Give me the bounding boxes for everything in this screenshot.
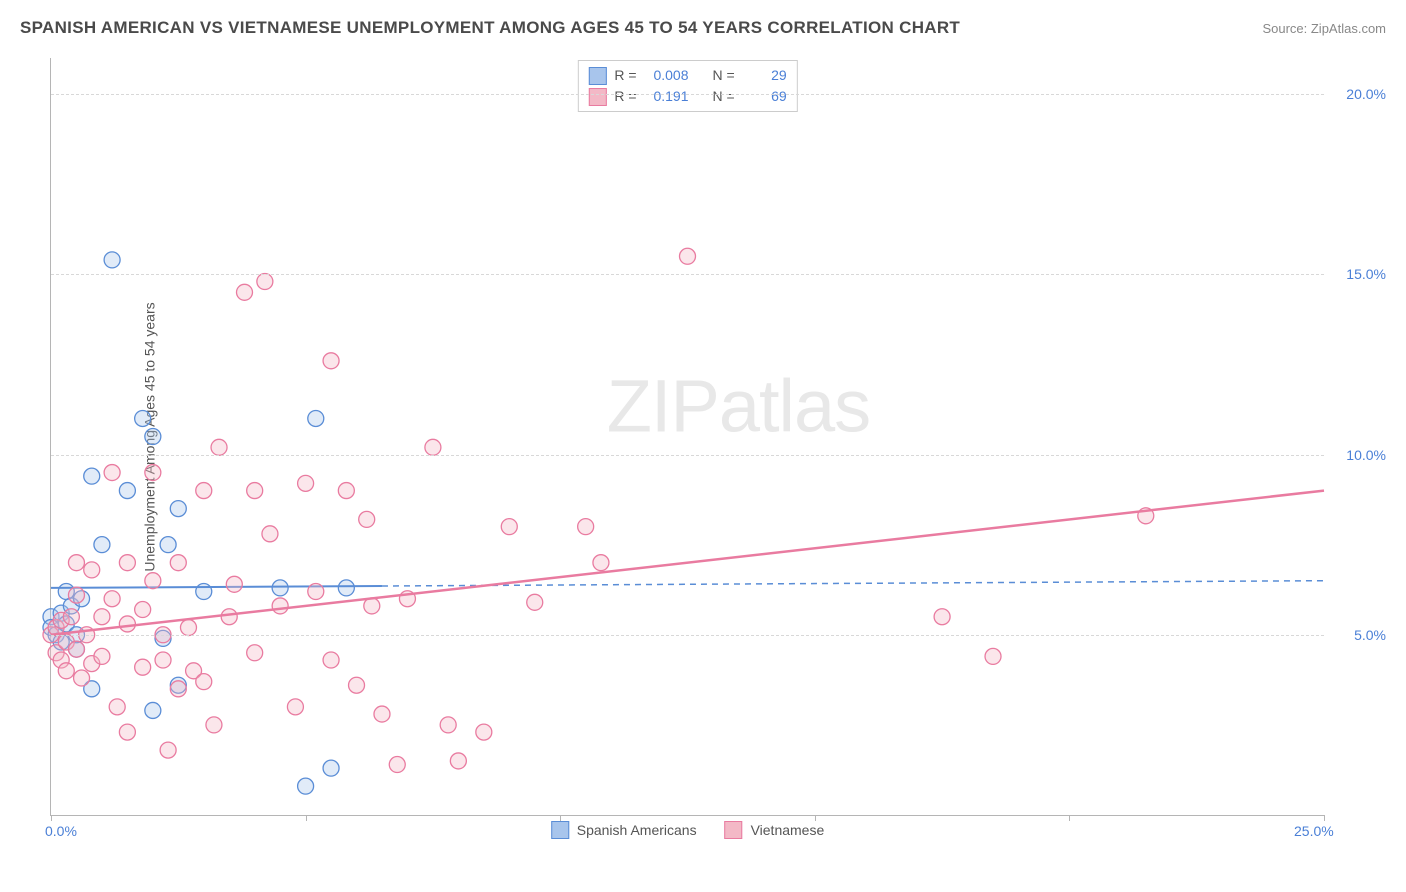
x-tick-label: 25.0% xyxy=(1294,823,1334,839)
swatch-spanish xyxy=(588,67,606,85)
legend-swatch-spanish xyxy=(551,821,569,839)
chart-title: SPANISH AMERICAN VS VIETNAMESE UNEMPLOYM… xyxy=(20,18,960,38)
x-tick xyxy=(51,815,52,821)
r-value-vietnamese: 0.191 xyxy=(645,86,689,107)
source-attribution: Source: ZipAtlas.com xyxy=(1262,21,1386,36)
y-tick-label: 10.0% xyxy=(1346,447,1386,463)
legend-item-spanish: Spanish Americans xyxy=(551,821,697,839)
x-tick xyxy=(815,815,816,821)
stats-row-vietnamese: R = 0.191 N = 69 xyxy=(588,86,786,107)
gridline xyxy=(51,635,1324,636)
x-tick xyxy=(1069,815,1070,821)
n-value-vietnamese: 69 xyxy=(743,86,787,107)
swatch-vietnamese xyxy=(588,88,606,106)
y-tick-label: 15.0% xyxy=(1346,266,1386,282)
stats-legend: R = 0.008 N = 29 R = 0.191 N = 69 xyxy=(577,60,797,112)
chart-container: ZIPatlas Unemployment Among Ages 45 to 5… xyxy=(50,58,1394,844)
n-label: N = xyxy=(713,65,735,86)
x-tick xyxy=(1324,815,1325,821)
legend-item-vietnamese: Vietnamese xyxy=(725,821,825,839)
x-tick-label: 0.0% xyxy=(45,823,77,839)
plot-area: ZIPatlas Unemployment Among Ages 45 to 5… xyxy=(50,58,1324,816)
legend-label-vietnamese: Vietnamese xyxy=(751,822,825,838)
x-tick xyxy=(306,815,307,821)
y-tick-label: 20.0% xyxy=(1346,86,1386,102)
n-label: N = xyxy=(713,86,735,107)
stats-row-spanish: R = 0.008 N = 29 xyxy=(588,65,786,86)
n-value-spanish: 29 xyxy=(743,65,787,86)
gridline xyxy=(51,455,1324,456)
chart-svg xyxy=(51,58,1324,815)
legend-label-spanish: Spanish Americans xyxy=(577,822,697,838)
r-value-spanish: 0.008 xyxy=(645,65,689,86)
gridline xyxy=(51,274,1324,275)
x-tick xyxy=(560,815,561,821)
r-label: R = xyxy=(614,65,636,86)
r-label: R = xyxy=(614,86,636,107)
legend-swatch-vietnamese xyxy=(725,821,743,839)
y-tick-label: 5.0% xyxy=(1354,627,1386,643)
series-legend: Spanish Americans Vietnamese xyxy=(551,821,825,839)
gridline xyxy=(51,94,1324,95)
